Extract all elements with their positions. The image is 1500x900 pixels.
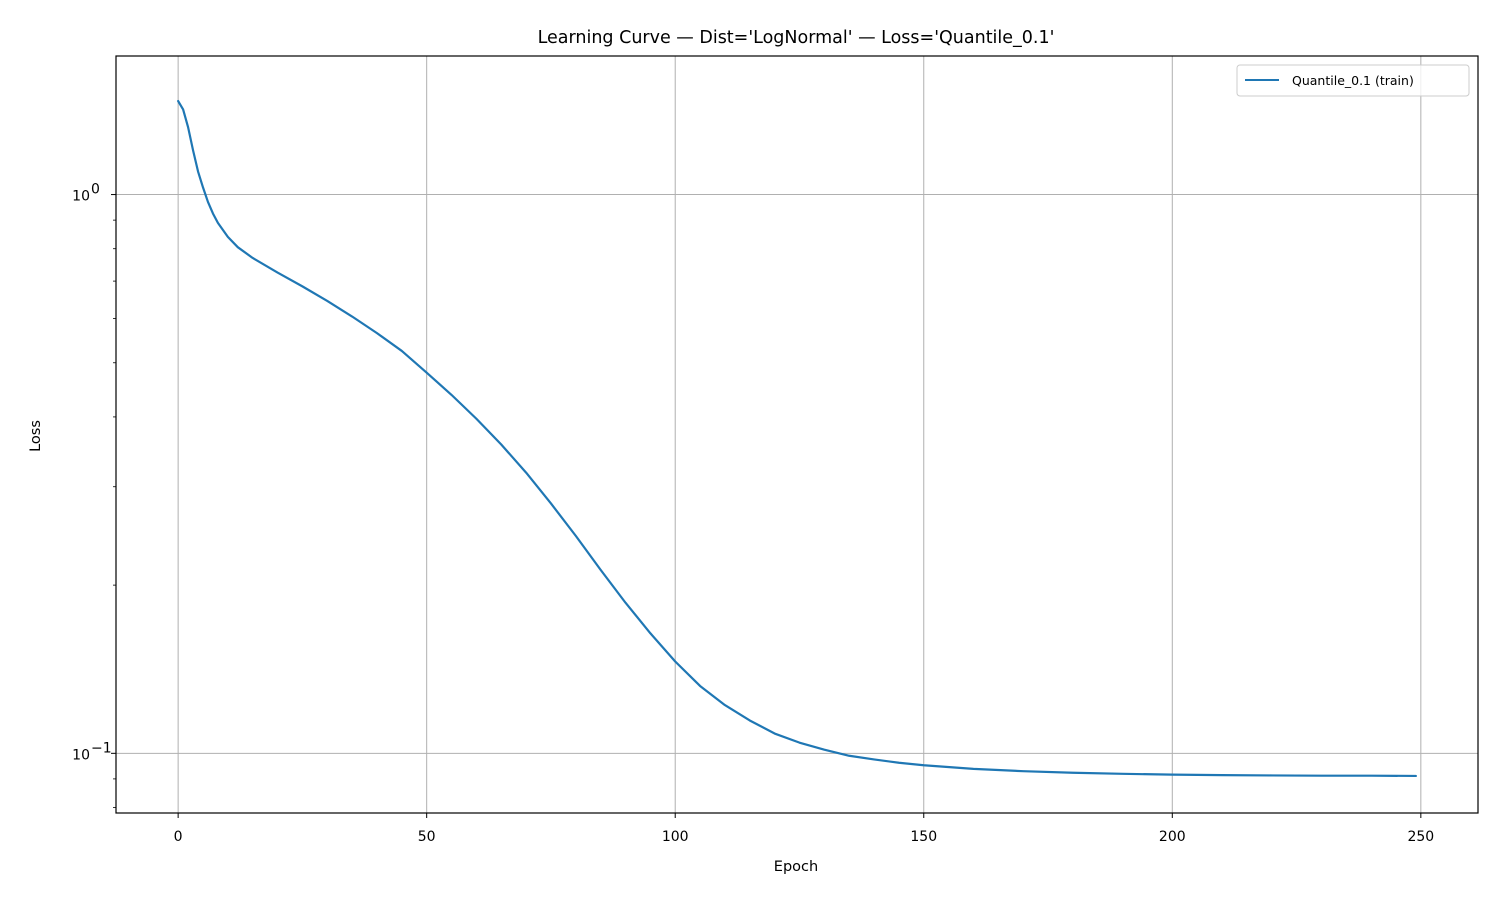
x-axis-label: Epoch	[774, 859, 818, 875]
plot-area	[116, 56, 1478, 813]
y-axis-label: Loss	[28, 420, 44, 452]
x-tick-label: 0	[174, 829, 183, 845]
x-tick-label: 200	[1159, 829, 1186, 845]
y-tick-label: 10	[72, 747, 90, 763]
series-line	[177, 99, 1417, 778]
x-tick-label: 100	[662, 829, 689, 845]
series-layer	[177, 99, 1417, 778]
y-tick-exponent: −1	[91, 740, 112, 756]
x-tick-label: 50	[418, 829, 436, 845]
x-tick-label: 150	[910, 829, 937, 845]
legend-label: Quantile_0.1 (train)	[1292, 73, 1414, 88]
legend-box	[1236, 64, 1470, 97]
legend: Quantile_0.1 (train)	[1236, 64, 1470, 97]
chart-title: Learning Curve — Dist='LogNormal' — Loss…	[538, 28, 1055, 48]
plot-frame	[115, 55, 1479, 814]
x-tick-label: 250	[1407, 829, 1434, 845]
y-tick-exponent: 0	[91, 182, 100, 198]
x-axis-ticks: 0 50 100 150 200 250	[174, 813, 1434, 845]
grid	[116, 56, 1478, 813]
y-tick-label: 10	[72, 189, 90, 205]
